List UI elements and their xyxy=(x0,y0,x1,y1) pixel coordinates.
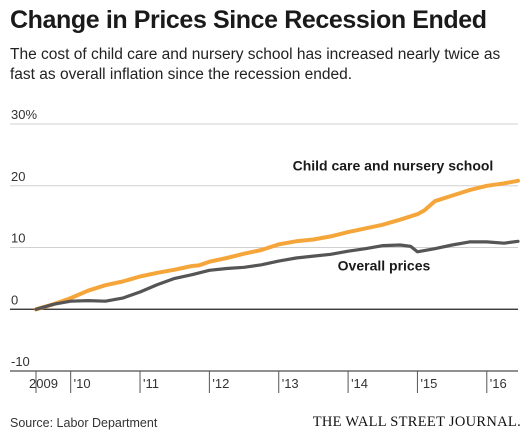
chart-title: Change in Prices Since Recession Ended xyxy=(10,6,487,34)
series-line-overall-prices xyxy=(34,239,520,311)
x-tick-label: '14 xyxy=(351,376,368,391)
chart-subtitle: The cost of child care and nursery schoo… xyxy=(10,46,501,83)
series-label-child-care: Child care and nursery school xyxy=(293,157,494,173)
y-tick-label: -10 xyxy=(11,354,30,369)
x-tick-label: '12 xyxy=(212,376,229,391)
x-tick-label: 2009 xyxy=(29,376,58,391)
line-chart: 30% 20 10 0 -10 2009 '10 '11 '12 '13 '14 '15 '16 Ch… xyxy=(10,107,520,393)
x-tick-label: '11 xyxy=(143,376,159,391)
y-axis-ticks: 30% 20 10 0 -10 xyxy=(11,107,37,369)
x-tick-label: '13 xyxy=(282,376,299,391)
publisher-logo: THE WALL STREET JOURNAL. xyxy=(312,414,521,430)
y-tick-label: 10 xyxy=(11,231,25,246)
y-tick-label: 20 xyxy=(11,169,25,184)
y-tick-label: 0 xyxy=(11,292,18,307)
series-label-overall-prices: Overall prices xyxy=(338,257,431,273)
series-line-child-care xyxy=(34,178,520,312)
y-tick-label: 30% xyxy=(11,107,37,122)
source-note: Source: Labor Department xyxy=(10,416,158,430)
x-axis-ticks: 2009 '10 '11 '12 '13 '14 '15 '16 xyxy=(29,371,507,393)
series-layer: Child care and nursery school Overall pri… xyxy=(34,157,520,312)
x-tick-label: '10 xyxy=(74,376,91,391)
x-tick-label: '15 xyxy=(420,376,437,391)
x-tick-label: '16 xyxy=(490,376,507,391)
